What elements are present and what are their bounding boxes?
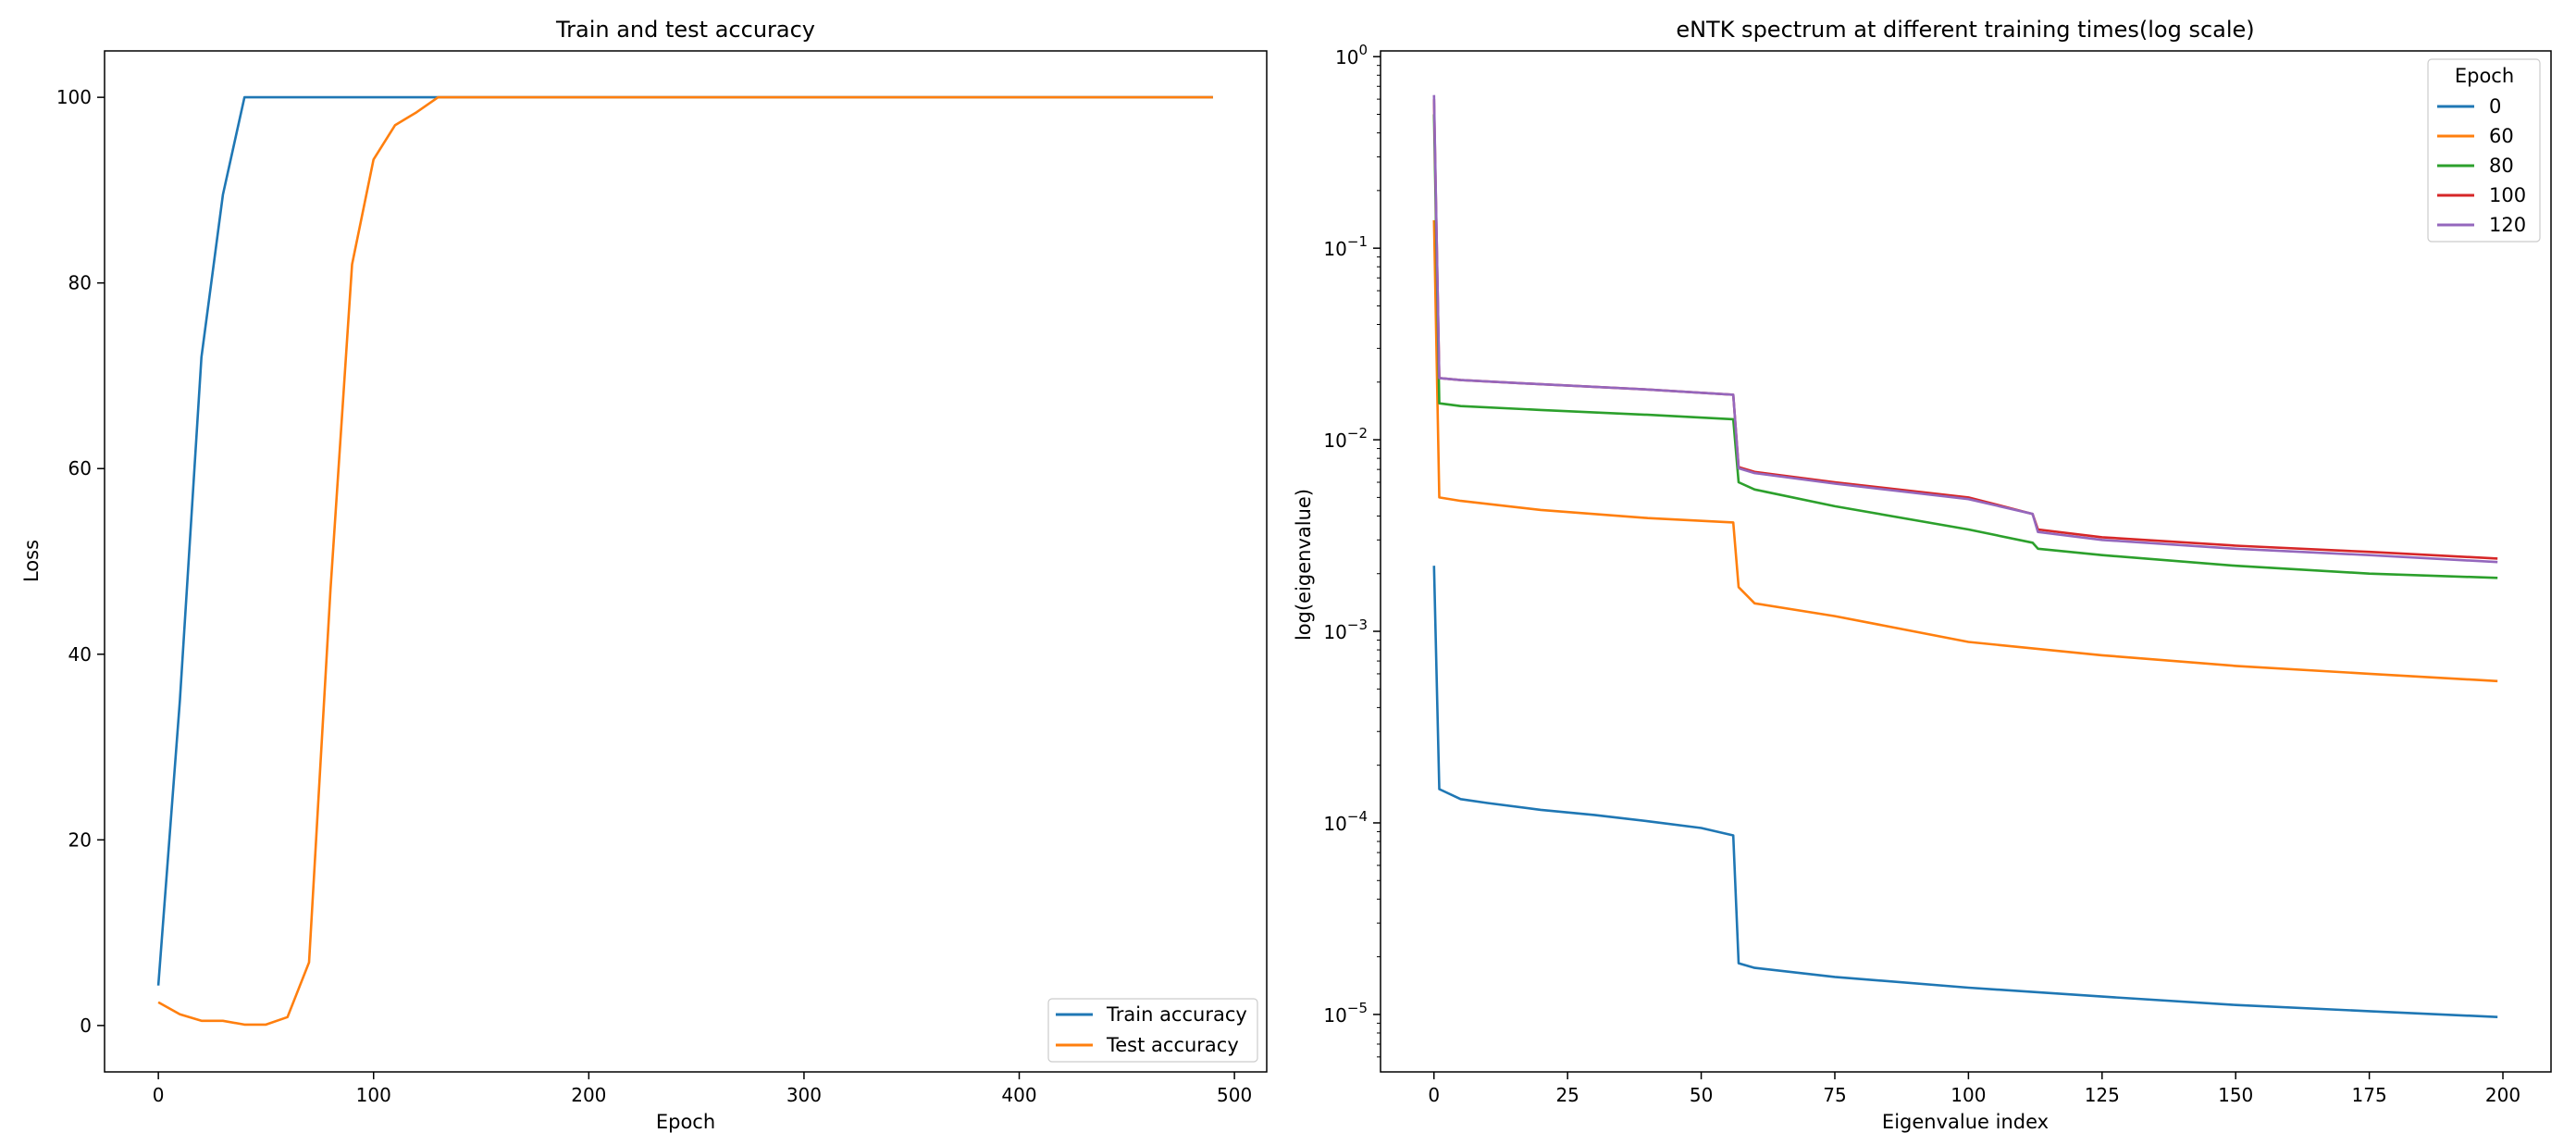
entk-legend-title: Epoch [2455,65,2514,87]
legend-label-test: Test accuracy [1106,1034,1239,1056]
y-tick-label: 100 [56,86,92,108]
x-tick-label: 0 [153,1084,165,1106]
y-tick-label: 60 [68,457,92,479]
accuracy-chart: Train and test accuracy 0 100 200 300 400 500… [20,17,1268,1133]
entk-x-label: Eigenvalue index [1882,1111,2049,1133]
accuracy-chart-title: Train and test accuracy [555,17,815,43]
legend-label-epoch-100: 100 [2489,184,2526,206]
legend-label-epoch-80: 80 [2489,155,2514,177]
x-tick-label: 200 [2485,1084,2520,1106]
accuracy-plot-frame [104,50,1268,1073]
entk-y-label: log(eigenvalue) [1293,489,1315,641]
y-tick-label: 40 [68,643,92,666]
accuracy-legend-box [1047,998,1258,1063]
x-tick-label: 75 [1823,1084,1846,1106]
y-tick-label: 80 [68,272,92,294]
entk-series-line-1 [1432,219,2498,683]
x-tick-label: 300 [786,1084,822,1106]
accuracy-legend: Train accuracy Test accuracy [1047,998,1258,1063]
accuracy-x-label: Epoch [656,1111,715,1133]
entk-series-line-3 [1432,99,2498,560]
accuracy-series [156,95,1213,1027]
entk-series-line-4 [1432,94,2498,564]
accuracy-y-label: Loss [20,540,43,582]
entk-plot-frame [1380,50,2552,1073]
x-tick-label: 100 [1951,1084,1986,1106]
x-tick-label: 150 [2218,1084,2253,1106]
x-tick-label: 0 [1428,1084,1440,1106]
entk-series [1432,94,2498,1018]
y-tick-label: 10−3 [1323,616,1368,643]
entk-ticks: 0 25 50 75 100 125 150 175 200 10−5 10−4 10−3 10−2 10… [1323,42,2520,1106]
x-tick-label: 200 [571,1084,606,1106]
y-tick-label: 10−1 [1323,233,1368,260]
accuracy-series-line-0 [156,95,1213,986]
entk-legend: Epoch 0 60 80 100 120 [2427,58,2541,243]
legend-label-train: Train accuracy [1106,1003,1247,1026]
entk-series-line-0 [1432,566,2498,1018]
x-tick-label: 125 [2085,1084,2120,1106]
accuracy-series-line-1 [157,95,1213,1027]
entk-series-line-2 [1432,114,2498,579]
legend-label-epoch-60: 60 [2489,125,2514,147]
x-tick-label: 400 [1001,1084,1036,1106]
x-tick-label: 25 [1555,1084,1579,1106]
accuracy-ticks: 0 100 200 300 400 500 0 20 40 60 80 100 [56,86,1252,1106]
y-tick-label: 10−5 [1323,1000,1368,1027]
y-tick-label: 10−4 [1323,808,1368,835]
entk-spectrum-chart: eNTK spectrum at different training time… [1293,17,2552,1133]
y-tick-label: 20 [68,828,92,851]
legend-label-epoch-120: 120 [2489,214,2526,236]
y-tick-label: 0 [80,1015,92,1037]
y-tick-label: 10−2 [1323,425,1368,452]
x-tick-label: 175 [2352,1084,2387,1106]
y-tick-label: 100 [1335,42,1368,68]
legend-label-epoch-0: 0 [2489,95,2501,118]
x-tick-label: 100 [356,1084,391,1106]
entk-chart-title: eNTK spectrum at different training time… [1676,17,2254,43]
x-tick-label: 50 [1690,1084,1713,1106]
x-tick-label: 500 [1217,1084,1252,1106]
